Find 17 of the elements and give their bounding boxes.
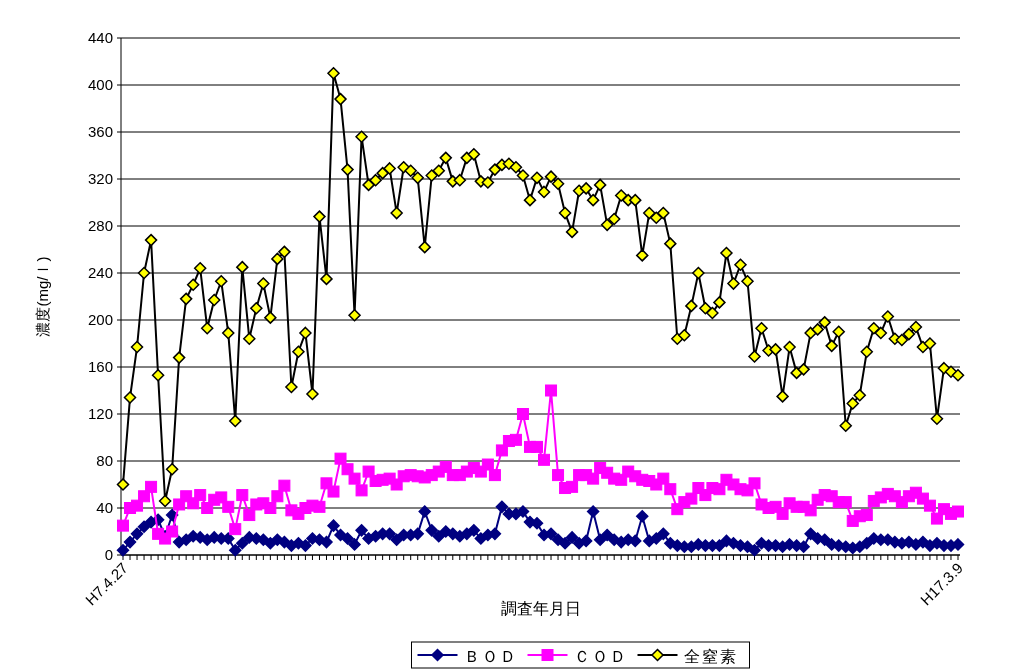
y-tick-label: 160 bbox=[87, 358, 113, 375]
y-tick-label: 320 bbox=[87, 170, 113, 187]
y-tick-label: 360 bbox=[87, 123, 113, 140]
y-tick-label: 400 bbox=[87, 76, 113, 93]
y-tick-label: 120 bbox=[87, 405, 113, 422]
y-tick-label: 440 bbox=[87, 29, 113, 46]
y-tick-label: 240 bbox=[87, 264, 113, 281]
y-tick-label: 0 bbox=[104, 546, 113, 563]
y-axis-title: 濃度(mg/ｌ) bbox=[34, 256, 51, 337]
legend-label: 全窒素 bbox=[683, 648, 738, 665]
y-tick-label: 200 bbox=[87, 311, 113, 328]
y-tick-label: 80 bbox=[96, 452, 113, 469]
x-axis-title: 調査年月日 bbox=[500, 600, 581, 617]
legend-label: ＣＯＤ bbox=[573, 648, 628, 665]
legend-label: ＢＯＤ bbox=[463, 648, 518, 665]
y-tick-label: 40 bbox=[96, 499, 113, 516]
y-tick-label: 280 bbox=[87, 217, 113, 234]
